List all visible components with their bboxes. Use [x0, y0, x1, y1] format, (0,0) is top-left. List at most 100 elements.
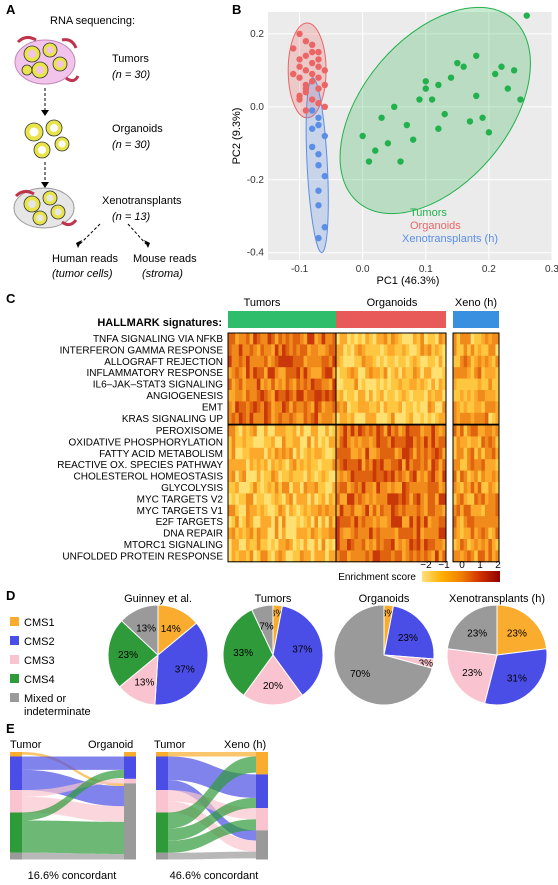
- x-tick-label: -0.1: [291, 264, 309, 275]
- heatmap-cell: [460, 333, 465, 345]
- heatmap-cell: [456, 355, 461, 368]
- heatmap-cell: [347, 401, 352, 414]
- heatmap-cell: [495, 539, 500, 551]
- heatmap-cell: [365, 355, 370, 368]
- heatmap-cell: [278, 412, 283, 425]
- heatmap-cell: [274, 425, 279, 437]
- heatmap-cell: [343, 459, 348, 471]
- heatmap-cell: [274, 550, 279, 563]
- heatmap-cell: [372, 344, 377, 357]
- heatmap-cell: [307, 527, 312, 540]
- heatmap-cell: [431, 425, 436, 437]
- heatmap-cell: [383, 459, 388, 471]
- heatmap-cell: [435, 550, 440, 563]
- heatmap-cell: [354, 470, 359, 483]
- heatmap-cell: [228, 493, 232, 506]
- heatmap-cell: [409, 355, 414, 368]
- heatmap-cell: [420, 504, 425, 517]
- panel-letter-b: B: [232, 2, 241, 17]
- heatmap-cell: [249, 493, 254, 506]
- heatmap-cell: [328, 390, 333, 402]
- heatmap-cell: [394, 367, 399, 379]
- heatmap-cell: [402, 390, 407, 402]
- heatmap-cell: [369, 333, 374, 345]
- heatmap-cell: [242, 367, 247, 379]
- heatmap-cell: [474, 459, 479, 471]
- heatmap-cell: [332, 401, 337, 414]
- heatmap-cell: [409, 425, 414, 437]
- heatmap-cell: [314, 516, 319, 528]
- heatmap-cell: [453, 355, 457, 368]
- heatmap-cell: [278, 527, 283, 540]
- heatmap-cell: [296, 550, 301, 563]
- heatmap-cell: [431, 367, 436, 379]
- heatmap-cell: [372, 425, 377, 437]
- heatmap-cell: [231, 493, 236, 506]
- point-tumors: [403, 121, 411, 129]
- heatmap-cell: [358, 401, 363, 414]
- heatmap-cell: [394, 482, 399, 494]
- legend-entry-organoids: Organoids: [410, 220, 461, 232]
- heatmap-cell: [391, 504, 396, 517]
- heatmap-cell: [253, 482, 258, 494]
- pie-title: Xenotransplants (h): [449, 593, 545, 605]
- heatmap-cell: [365, 401, 370, 414]
- heatmap-cell: [394, 470, 399, 483]
- point-xeno: [315, 114, 322, 121]
- heatmap-cell: [453, 378, 457, 391]
- heatmap-cell: [463, 493, 468, 506]
- heatmap-cell: [267, 527, 272, 540]
- heatmap-cell: [391, 527, 396, 540]
- heatmap-cell: [347, 344, 352, 357]
- heatmap-cell: [435, 425, 440, 437]
- heatmap-cell: [481, 504, 486, 517]
- heatmap-cell: [380, 470, 385, 483]
- heatmap-cell: [365, 436, 370, 449]
- heatmap-cell: [460, 459, 465, 471]
- heatmap-cell: [484, 482, 489, 494]
- legend-entry-xeno: Xenotransplants (h): [402, 233, 498, 245]
- pie-slice: [446, 604, 498, 656]
- heatmap-cell: [372, 436, 377, 449]
- heatmap-cell: [350, 482, 355, 494]
- alluvial-stratum: [124, 783, 136, 860]
- heatmap-cell: [325, 412, 330, 425]
- heatmap-cell: [380, 504, 385, 517]
- heatmap-cell: [376, 516, 381, 528]
- heatmap-cell: [282, 390, 286, 402]
- heatmap-cell: [253, 504, 258, 517]
- heatmap-cell: [460, 539, 465, 551]
- heatmap-cell: [292, 378, 297, 391]
- heatmap-cell: [477, 425, 482, 437]
- heatmap-cell: [365, 550, 370, 563]
- heatmap-cell: [325, 436, 330, 449]
- heatmap-cell: [267, 390, 272, 402]
- legend-swatch-mixed: [10, 693, 19, 702]
- heatmap-cell: [343, 493, 348, 506]
- heatmap-cell: [387, 367, 392, 379]
- heatmap-cell: [453, 436, 457, 449]
- heatmap-cell: [307, 401, 312, 414]
- heatmap-cell: [416, 482, 421, 494]
- heatmap-cell: [256, 516, 261, 528]
- heatmap-cell: [332, 539, 337, 551]
- heatmap-cell: [488, 550, 493, 563]
- heatmap-cell: [339, 493, 344, 506]
- pie-slice: [120, 604, 159, 657]
- heatmap-cell: [260, 378, 265, 391]
- point-tumors: [435, 125, 442, 132]
- heatmap-cell: [264, 527, 268, 540]
- heatmap-cell: [376, 447, 381, 460]
- heatmap-cell: [271, 333, 276, 345]
- heatmap-cell: [405, 550, 410, 563]
- heatmap-cell: [387, 504, 392, 517]
- heatmap-cell: [282, 459, 286, 471]
- point-xeno: [315, 202, 322, 209]
- heatmap-cell: [420, 447, 425, 460]
- heatmap-cell: [420, 401, 425, 414]
- heatmap-cell: [242, 378, 247, 391]
- heatmap-cell: [416, 459, 421, 471]
- heatmap-cell: [474, 516, 479, 528]
- heatmap-cell: [300, 378, 304, 391]
- heatmap-cell: [398, 470, 403, 483]
